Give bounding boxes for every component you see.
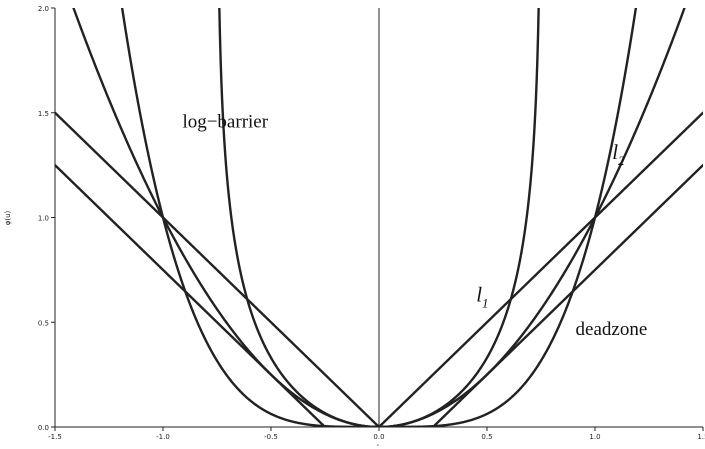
x-tick-label: 0.5 [481,433,492,441]
x-tick-label: 1.0 [589,433,600,441]
annotation-deadzone: deadzone [576,319,648,340]
ticks: -1.5 -1.0 -0.5 0.0 0.5 1.0 1.5 0.0 0.5 1.0 1.5 2.0 [38,5,705,441]
y-tick-label: 1.5 [38,110,49,118]
y-axis-label: φ(u) [4,210,12,225]
annotation-subscript: 1 [482,295,489,310]
axes [54,8,703,428]
y-tick-label: 1.0 [38,215,49,223]
series-log-barrier-line [218,8,540,427]
y-tick-label: 0.5 [38,319,49,327]
annotation-l2: l2 [612,140,625,168]
x-tick-label: -0.5 [264,433,278,441]
annotation-l1: l1 [476,282,488,310]
x-tick-label: -1.0 [156,433,170,441]
curves [55,8,703,427]
y-tick-label: 0.0 [38,424,49,432]
series-quartic-line [120,8,638,427]
x-tick-label: 0.0 [373,433,384,441]
y-tick-label: 2.0 [38,5,49,13]
x-axis-label: , [377,439,379,447]
annotation-subscript: 2 [618,153,625,168]
annotation-letter: l [476,282,482,306]
x-tick-label: -1.5 [48,433,62,441]
annotation-letter: l [612,140,618,164]
series-deadzone-line [55,163,703,427]
x-tick-label: 1.5 [697,433,705,441]
annotation-logbarrier: log−barrier [182,111,268,132]
